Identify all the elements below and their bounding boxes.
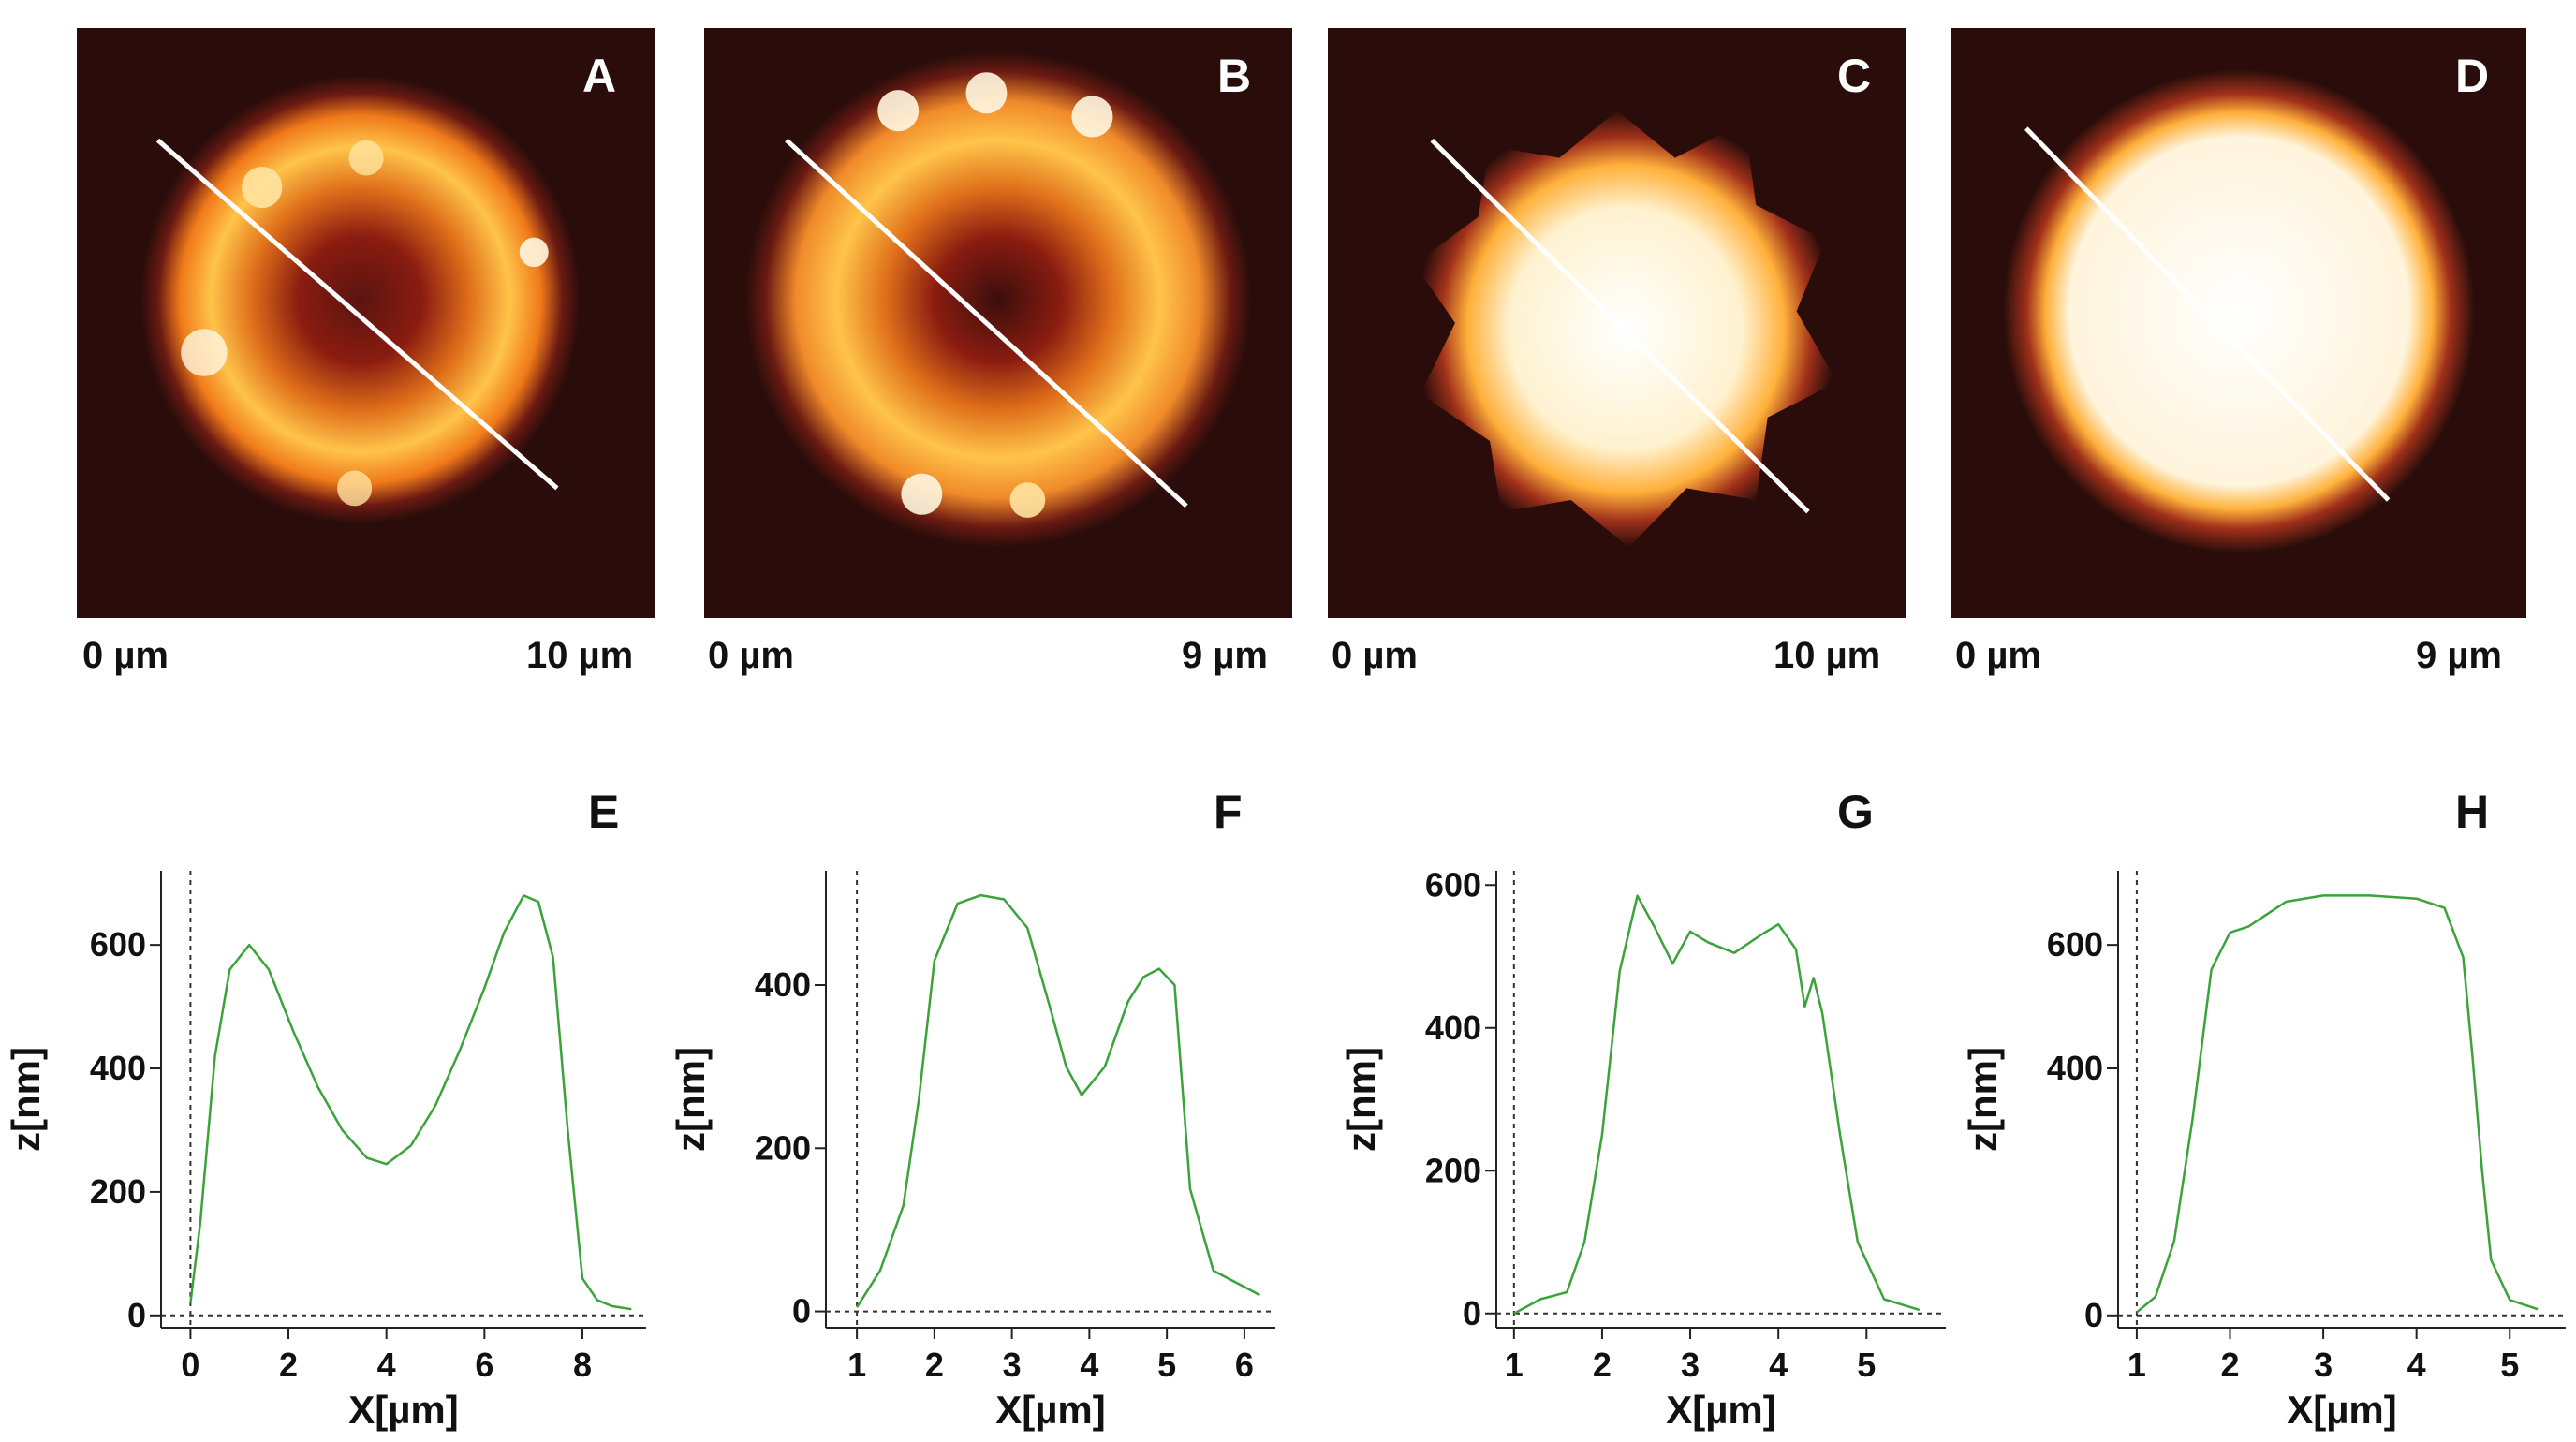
scale-end-a: 10 µm bbox=[526, 635, 634, 676]
y-tick-label: 400 bbox=[1425, 1008, 1481, 1047]
y-tick-label: 600 bbox=[90, 925, 146, 964]
scale-start-c: 0 µm bbox=[1332, 635, 1418, 676]
y-tick-label: 600 bbox=[1425, 865, 1481, 904]
x-tick-label: 3 bbox=[1003, 1346, 1022, 1384]
afm-image-a bbox=[77, 28, 655, 618]
afm-image-c bbox=[1328, 28, 1906, 618]
y-tick-label: 600 bbox=[2047, 925, 2103, 964]
x-tick-label: 4 bbox=[1769, 1346, 1788, 1384]
plot-letter-h: H bbox=[2455, 786, 2490, 838]
height-profile-line bbox=[2136, 894, 2539, 1314]
x-tick-label: 1 bbox=[847, 1346, 866, 1384]
plot-letter-g: G bbox=[1837, 786, 1874, 838]
height-profile-line bbox=[189, 894, 632, 1311]
x-tick-label: 0 bbox=[181, 1346, 199, 1384]
scale-end-d: 9 µm bbox=[2416, 635, 2502, 676]
panel-letter-c: C bbox=[1837, 50, 1872, 102]
x-tick-label: 3 bbox=[2314, 1346, 2333, 1384]
panel-letter-d: D bbox=[2455, 50, 2490, 102]
height-profile-line bbox=[1513, 894, 1921, 1315]
plot-letter-f: F bbox=[1214, 786, 1243, 838]
x-tick-label: 1 bbox=[1505, 1346, 1524, 1384]
x-axis-label: X[µm] bbox=[348, 1388, 459, 1432]
x-tick-label: 5 bbox=[1857, 1346, 1876, 1384]
x-tick-label: 6 bbox=[1235, 1346, 1254, 1384]
y-tick-label: 400 bbox=[2047, 1049, 2103, 1087]
x-tick-label: 4 bbox=[1080, 1346, 1098, 1384]
x-tick-label: 2 bbox=[925, 1346, 944, 1384]
x-tick-label: 4 bbox=[2407, 1346, 2426, 1384]
x-tick-label: 2 bbox=[279, 1346, 298, 1384]
x-tick-label: 1 bbox=[2127, 1346, 2146, 1384]
scale-start-a: 0 µm bbox=[82, 635, 169, 676]
y-tick-label: 200 bbox=[90, 1172, 146, 1211]
plot-letter-e: E bbox=[588, 786, 620, 838]
profile-chart-e: 0 2 4 6 8 0 200 400 600 X[µm] z[nm] bbox=[4, 871, 646, 1432]
x-tick-label: 3 bbox=[1681, 1346, 1700, 1384]
x-tick-label: 4 bbox=[377, 1346, 396, 1384]
y-axis-label: z[nm] bbox=[669, 1047, 713, 1152]
y-axis-label: z[nm] bbox=[1339, 1047, 1383, 1152]
y-tick-label: 0 bbox=[2084, 1296, 2103, 1334]
x-axis-label: X[µm] bbox=[995, 1388, 1106, 1432]
height-profile-line bbox=[856, 893, 1260, 1308]
y-tick-label: 400 bbox=[90, 1049, 146, 1087]
y-tick-label: 0 bbox=[792, 1292, 811, 1331]
x-tick-label: 2 bbox=[1593, 1346, 1612, 1384]
scale-end-c: 10 µm bbox=[1774, 635, 1881, 676]
y-tick-label: 200 bbox=[1425, 1151, 1481, 1189]
x-tick-label: 2 bbox=[2220, 1346, 2239, 1384]
panel-letter-b: B bbox=[1217, 50, 1252, 102]
y-tick-label: 400 bbox=[755, 965, 811, 1004]
y-tick-label: 0 bbox=[1463, 1294, 1481, 1332]
x-tick-label: 5 bbox=[1157, 1346, 1176, 1384]
x-axis-label: X[µm] bbox=[1666, 1388, 1776, 1432]
panel-letter-a: A bbox=[582, 50, 617, 102]
profile-chart-g: 1 2 3 4 5 0 200 400 600 X[µm] z[nm] bbox=[1339, 865, 1946, 1432]
scale-end-b: 9 µm bbox=[1182, 635, 1268, 676]
profile-chart-f: 1 2 3 4 5 6 0 200 400 X[µm] z[nm] bbox=[669, 871, 1275, 1432]
y-axis-label: z[nm] bbox=[4, 1047, 48, 1152]
y-tick-label: 200 bbox=[755, 1128, 811, 1167]
afm-image-b bbox=[704, 28, 1292, 618]
y-tick-label: 0 bbox=[127, 1296, 146, 1334]
x-tick-label: 5 bbox=[2500, 1346, 2519, 1384]
afm-image-d bbox=[1951, 28, 2526, 618]
scale-start-d: 0 µm bbox=[1955, 635, 2041, 676]
x-axis-label: X[µm] bbox=[2287, 1388, 2397, 1432]
y-axis-label: z[nm] bbox=[1961, 1047, 2005, 1152]
scale-start-b: 0 µm bbox=[708, 635, 794, 676]
profile-chart-h: 1 2 3 4 5 0 400 600 X[µm] z[nm] bbox=[1961, 871, 2566, 1432]
x-tick-label: 6 bbox=[475, 1346, 493, 1384]
x-tick-label: 8 bbox=[573, 1346, 592, 1384]
